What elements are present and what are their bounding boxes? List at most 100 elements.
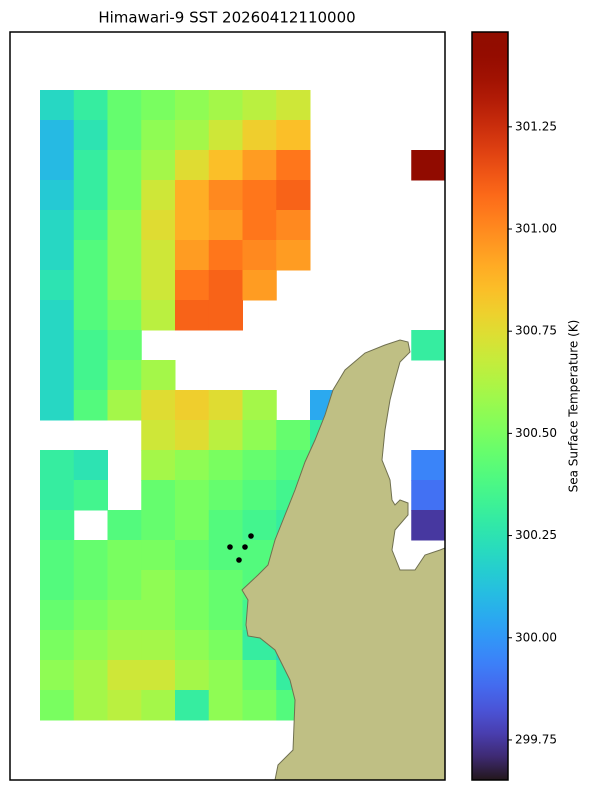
sst-cell xyxy=(107,390,142,421)
sst-cell xyxy=(208,570,243,601)
sst-cell xyxy=(411,480,446,511)
colorbar-tick-label: 300.00 xyxy=(515,630,557,644)
sst-cell xyxy=(175,630,210,661)
sst-cell xyxy=(107,690,142,721)
sst-cell xyxy=(141,450,176,481)
sst-cell xyxy=(73,660,108,691)
sst-cell xyxy=(208,540,243,571)
colorbar-tick-label: 301.25 xyxy=(515,119,557,133)
sst-cell xyxy=(208,390,243,421)
sst-cell xyxy=(208,90,243,121)
sst-cell xyxy=(411,150,446,181)
station-markers xyxy=(227,533,254,563)
sst-cell xyxy=(107,120,142,151)
sst-cell xyxy=(208,450,243,481)
sst-cell xyxy=(141,570,176,601)
sst-cell xyxy=(107,510,142,541)
sst-cell xyxy=(208,690,243,721)
colorbar-frame xyxy=(471,31,509,781)
sst-cell xyxy=(40,240,75,271)
station-marker xyxy=(248,533,254,539)
sst-cell xyxy=(242,420,277,451)
sst-cell xyxy=(107,600,142,631)
sst-cell xyxy=(73,120,108,151)
sst-cell xyxy=(208,420,243,451)
sst-cell xyxy=(40,450,75,481)
sst-cell xyxy=(141,180,176,211)
sst-cell xyxy=(208,150,243,181)
sst-cell xyxy=(208,120,243,151)
sst-cell xyxy=(141,300,176,331)
sst-cell xyxy=(40,480,75,511)
sst-cell xyxy=(242,390,277,421)
sst-cell xyxy=(208,180,243,211)
sst-cell xyxy=(40,630,75,661)
colorbar-ticks: 299.75 300.00 300.25 300.50 300.75 301.00 301.… xyxy=(508,119,557,746)
map-frame xyxy=(9,31,446,781)
sst-cell xyxy=(175,660,210,691)
sst-cell xyxy=(107,240,142,271)
sst-cell xyxy=(73,180,108,211)
station-marker xyxy=(227,544,233,550)
sst-cell xyxy=(175,90,210,121)
sst-cell xyxy=(141,630,176,661)
sst-cell xyxy=(276,420,311,451)
sst-cell xyxy=(208,600,243,631)
sst-cell xyxy=(40,690,75,721)
sst-cell xyxy=(40,150,75,181)
sst-cell xyxy=(40,270,75,301)
sst-cell xyxy=(175,180,210,211)
sst-cell xyxy=(40,540,75,571)
sst-cell xyxy=(276,120,311,151)
sst-cell xyxy=(242,150,277,181)
sst-cell xyxy=(141,480,176,511)
colorbar-tick-label: 299.75 xyxy=(515,732,557,746)
sst-cell xyxy=(242,690,277,721)
station-marker xyxy=(236,557,242,563)
sst-cell xyxy=(175,480,210,511)
sst-cell xyxy=(73,240,108,271)
sst-cell xyxy=(141,270,176,301)
sst-cell xyxy=(40,300,75,331)
sst-cell xyxy=(276,210,311,241)
sst-cell xyxy=(107,90,142,121)
sst-cell xyxy=(242,240,277,271)
sst-cell xyxy=(141,660,176,691)
sst-cell xyxy=(276,150,311,181)
sst-cell xyxy=(411,450,446,481)
sst-cell xyxy=(73,330,108,361)
sst-cell xyxy=(73,300,108,331)
sst-cell xyxy=(141,210,176,241)
sst-cell xyxy=(208,270,243,301)
sst-cell xyxy=(40,90,75,121)
sst-cell xyxy=(208,300,243,331)
sst-cell xyxy=(107,540,142,571)
sst-cell xyxy=(242,180,277,211)
sst-cell xyxy=(175,690,210,721)
sst-cell xyxy=(242,90,277,121)
sst-cell xyxy=(107,330,142,361)
sst-cell xyxy=(175,600,210,631)
sst-cell xyxy=(73,90,108,121)
land xyxy=(241,339,446,781)
sst-cell xyxy=(141,690,176,721)
sst-cell xyxy=(141,510,176,541)
sst-cell xyxy=(175,420,210,451)
sst-cell xyxy=(40,390,75,421)
sst-cell xyxy=(242,480,277,511)
sst-cell xyxy=(107,570,142,601)
sst-cell xyxy=(175,570,210,601)
sst-cell xyxy=(73,210,108,241)
sst-cell xyxy=(411,510,446,541)
sst-cell xyxy=(73,150,108,181)
colorbar-tick-label: 300.75 xyxy=(515,324,557,338)
sst-cell xyxy=(141,600,176,631)
sst-cell xyxy=(40,210,75,241)
sst-cell xyxy=(141,540,176,571)
sst-cell xyxy=(175,150,210,181)
sst-cell xyxy=(73,630,108,661)
sst-cell xyxy=(40,360,75,391)
sst-cell xyxy=(141,120,176,151)
